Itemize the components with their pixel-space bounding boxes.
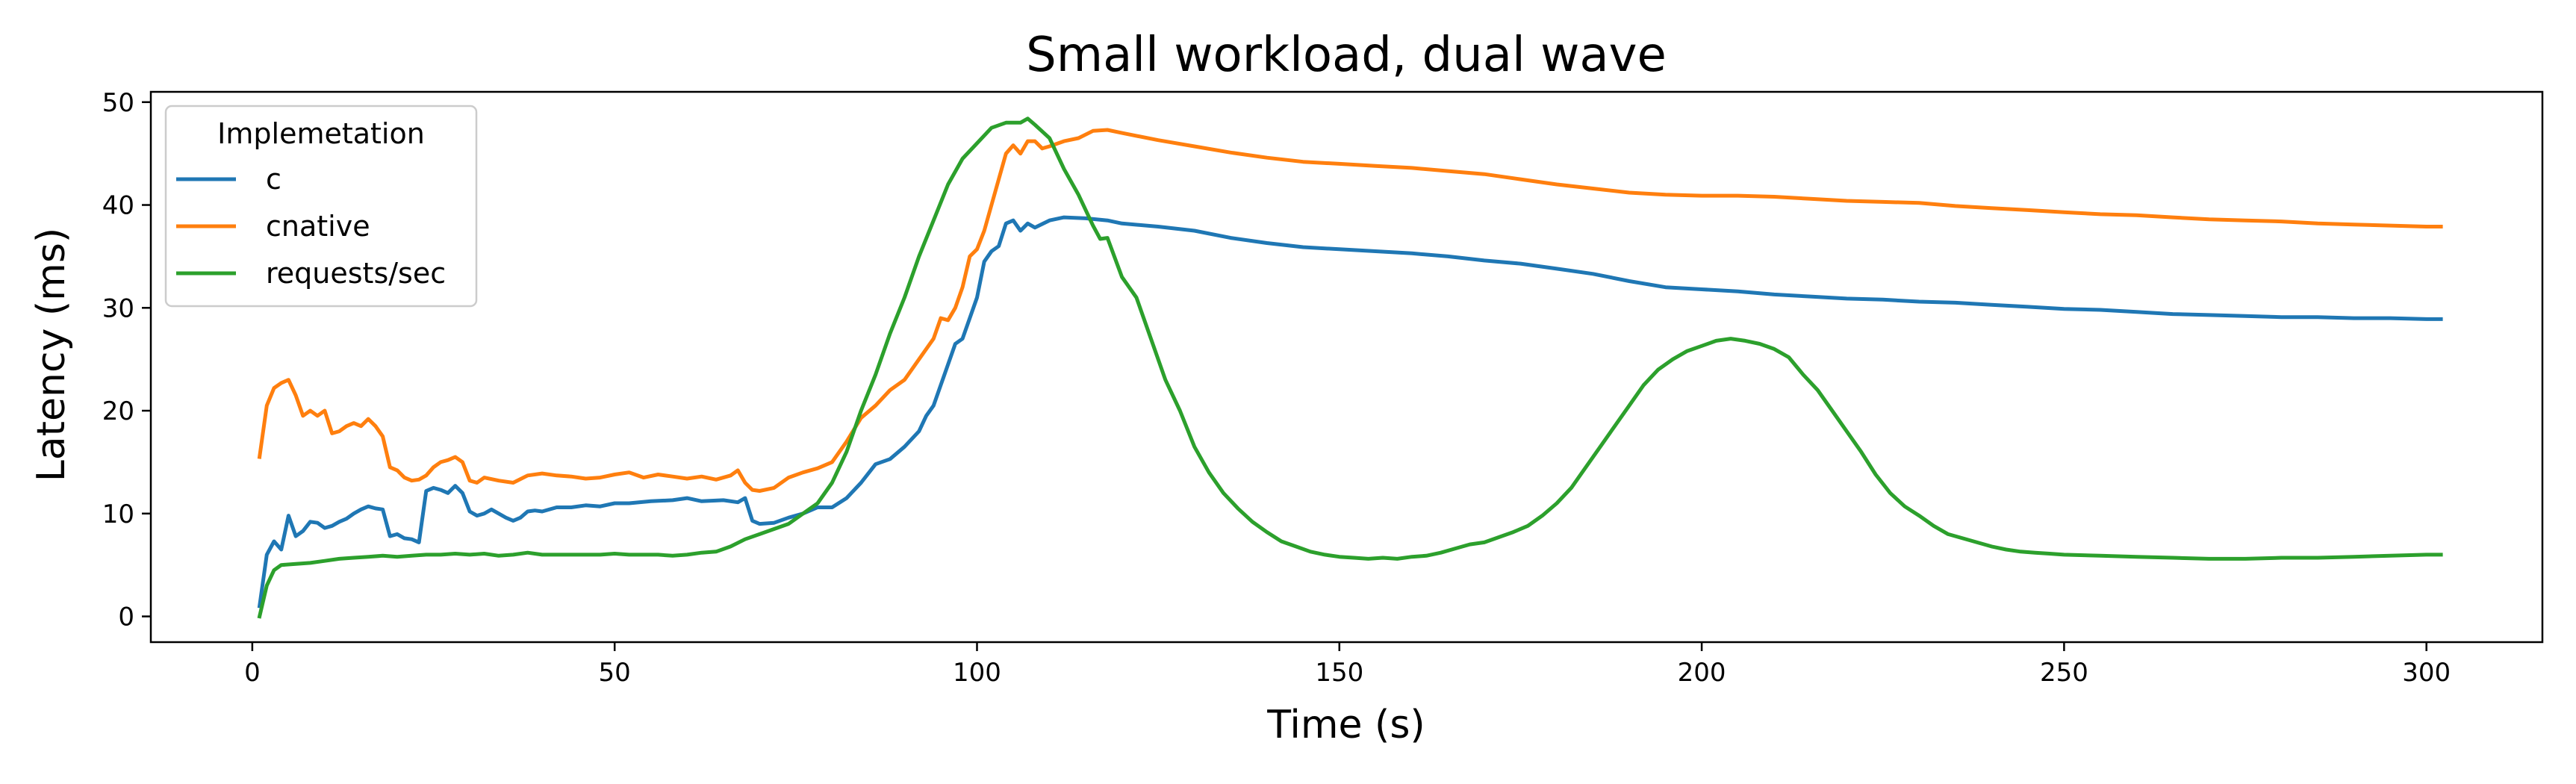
y-tick-label: 10 [102, 500, 134, 529]
x-tick-label: 250 [2040, 658, 2088, 688]
plot-lines [257, 116, 2443, 619]
x-tick-label: 200 [1678, 658, 1726, 688]
series-line-cnative [257, 128, 2443, 493]
y-tick-label: 30 [102, 293, 134, 323]
y-tick-label: 40 [102, 191, 134, 221]
legend-title: Implemetation [217, 117, 425, 150]
x-tick-label: 50 [599, 658, 631, 688]
legend-items: c cnative requests/sec [176, 163, 446, 290]
y-tick-label: 20 [102, 396, 134, 426]
chart-title: Small workload, dual wave [1026, 28, 1667, 83]
y-axis-label: Latency (ms) [29, 228, 74, 482]
plot-frame [149, 90, 2544, 644]
x-axis-ticks: 0 50 100 150 200 250 300 [244, 642, 2451, 688]
x-tick-label: 0 [244, 658, 261, 688]
y-tick-label: 50 [102, 88, 134, 118]
x-axis-label: Time (s) [1266, 703, 1425, 747]
legend-label-requests-sec: requests/sec [266, 257, 446, 290]
x-tick-label: 300 [2402, 658, 2451, 688]
y-axis-ticks: 0 10 20 30 40 50 [102, 88, 151, 632]
series-line-requests-sec [257, 116, 2443, 619]
y-tick-label: 0 [118, 603, 134, 632]
legend: Implemetation c cnative requests/sec [164, 105, 478, 308]
legend-label-cnative: cnative [266, 210, 370, 243]
x-tick-label: 150 [1315, 658, 1363, 688]
legend-label-c: c [266, 163, 281, 196]
legend-box [164, 105, 478, 308]
x-tick-label: 100 [953, 658, 1001, 688]
series-line-c [257, 215, 2443, 609]
